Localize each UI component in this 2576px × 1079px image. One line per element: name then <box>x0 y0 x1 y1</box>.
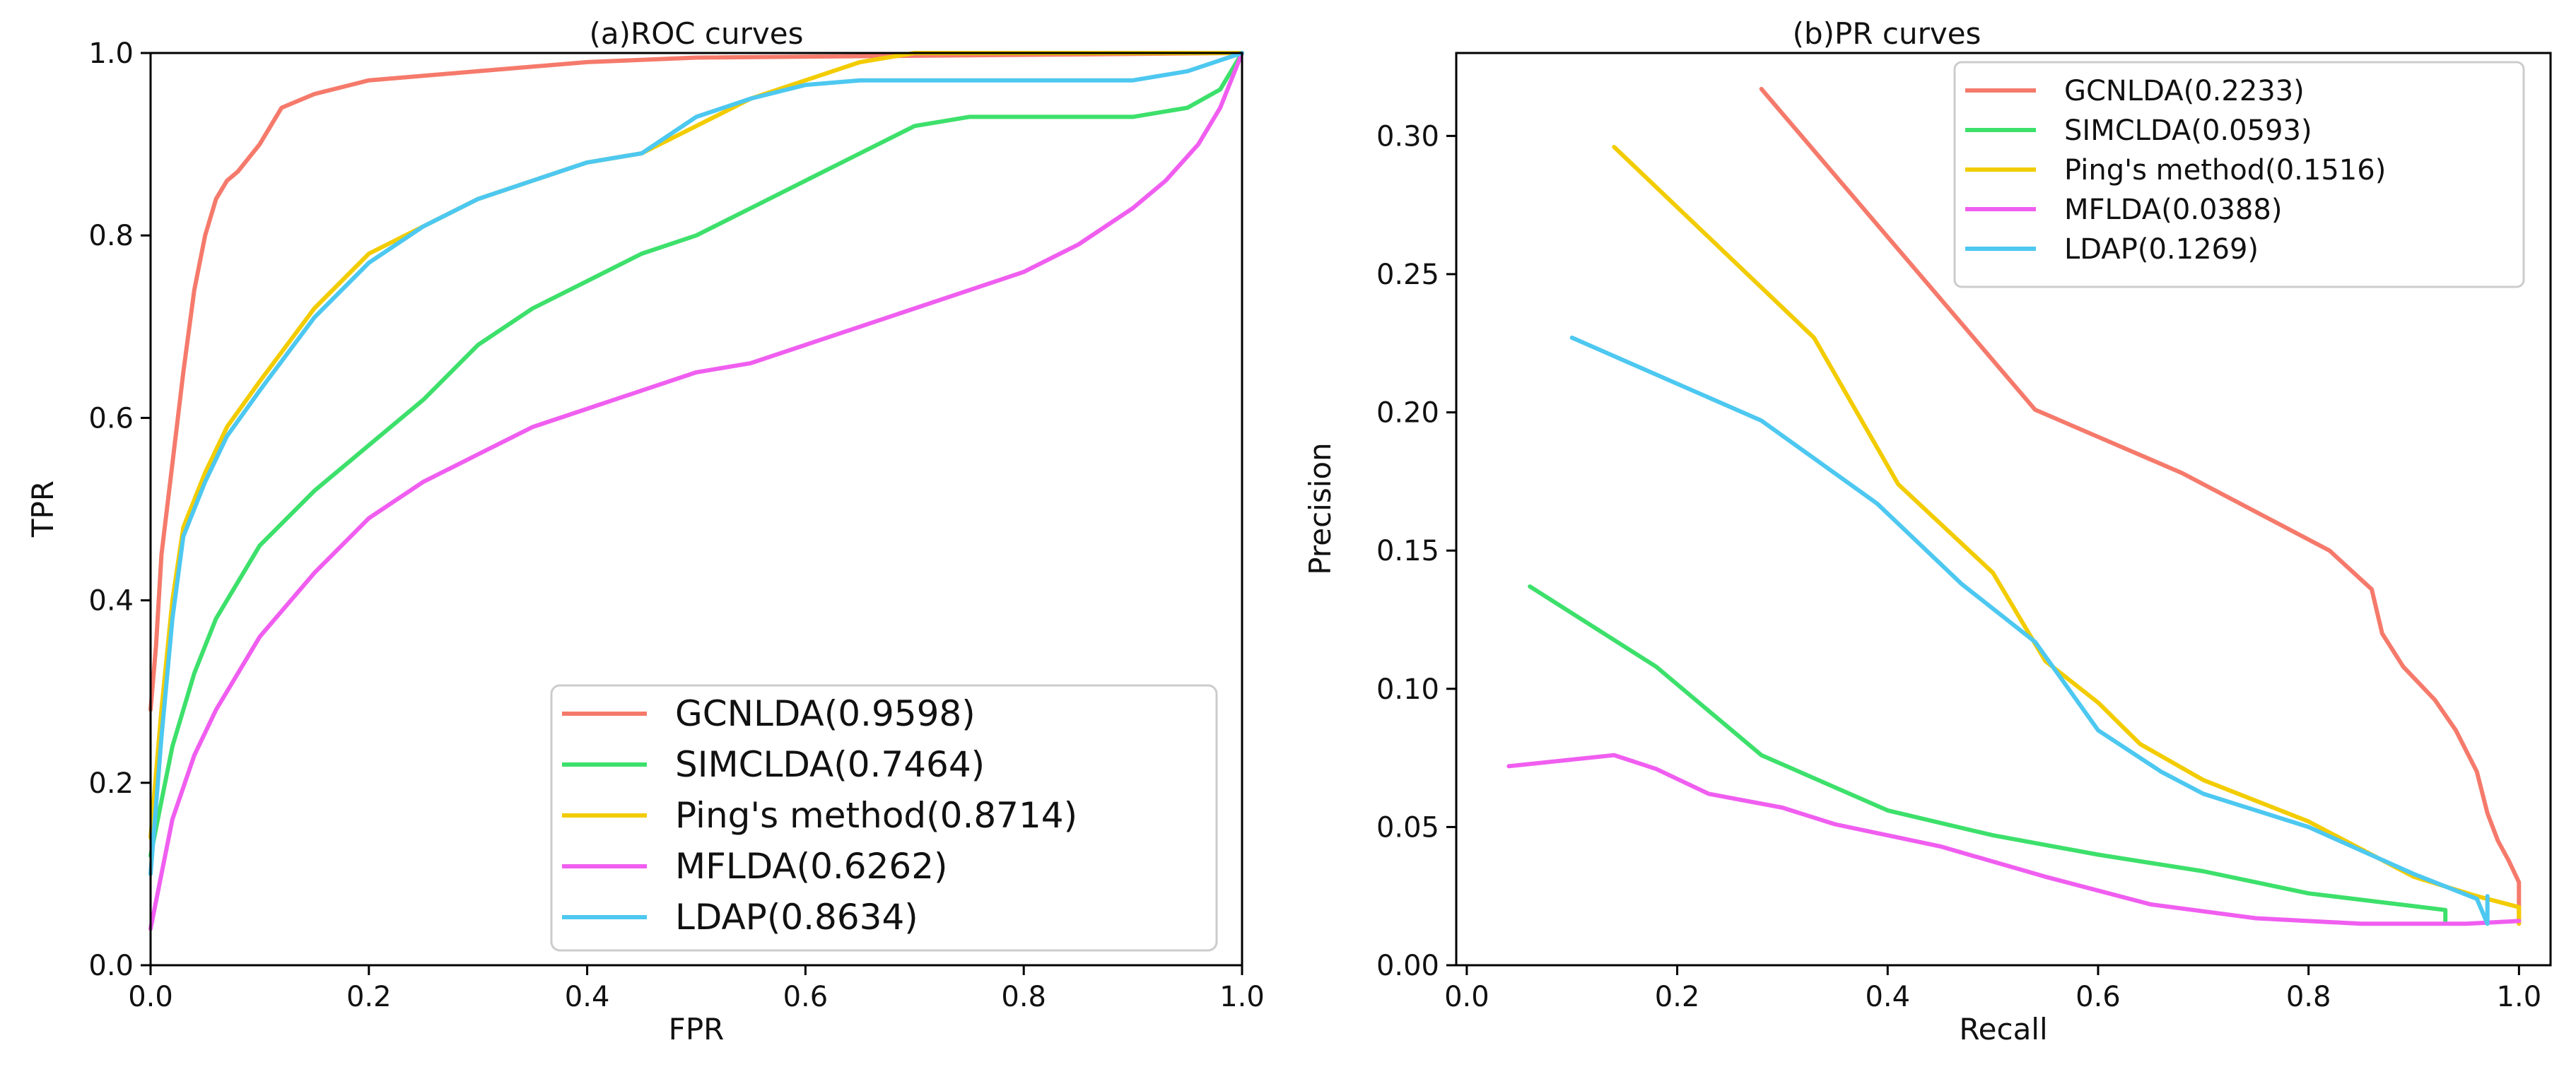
roc-curve-1 <box>148 51 1244 859</box>
roc-legend-label-0: GCNLDA(0.9598) <box>675 693 976 734</box>
pr-legend-label-0: GCNLDA(0.2233) <box>2064 75 2305 107</box>
roc-curve-0 <box>148 51 1244 712</box>
pr-title: (b)PR curves <box>1793 16 1981 51</box>
pr-curve-3 <box>1506 753 2522 926</box>
roc-series-group <box>148 51 1244 931</box>
pr-x-ticks: 0.0 0.2 0.4 0.6 0.8 1.0 <box>1444 965 2541 1013</box>
pr-legend-label-2: Ping's method(0.1516) <box>2064 154 2386 187</box>
roc-x-axis-label: FPR <box>669 1012 725 1046</box>
pr-y-ticks: 0.00 0.05 0.10 0.15 0.20 0.25 0.30 <box>1376 120 1456 982</box>
pr-x-tick-label: 0.0 <box>1444 981 1489 1013</box>
roc-legend-box <box>550 684 1218 952</box>
roc-y-tick-label: 0.4 <box>88 585 134 618</box>
pr-curve-0 <box>1759 86 2522 926</box>
pr-legend-label-1: SIMCLDA(0.0593) <box>2064 114 2312 147</box>
roc-x-tick-label: 0.8 <box>1001 981 1046 1013</box>
pr-x-tick-label: 0.4 <box>1865 981 1910 1013</box>
pr-x-axis-label: Recall <box>1959 1012 2047 1046</box>
roc-legend: GCNLDA(0.9598) SIMCLDA(0.7464) Ping's meth… <box>550 684 1218 952</box>
roc-curve-3 <box>148 51 1244 931</box>
pr-legend: GCNLDA(0.2233) SIMCLDA(0.0593) Ping's meth… <box>1953 61 2525 288</box>
roc-title: (a)ROC curves <box>590 16 804 51</box>
roc-y-axis-label: TPR <box>25 480 60 538</box>
roc-y-ticks: 0.0 0.2 0.4 0.6 0.8 1.0 <box>88 37 151 982</box>
pr-y-tick-label: 0.05 <box>1376 811 1439 844</box>
roc-y-tick-label: 1.0 <box>88 37 134 70</box>
roc-x-tick-label: 0.0 <box>128 981 173 1013</box>
pr-y-tick-label: 0.20 <box>1376 397 1439 430</box>
pr-y-tick-label: 0.15 <box>1376 535 1439 567</box>
pr-y-axis-label: Precision <box>1303 442 1337 574</box>
pr-legend-box <box>1953 61 2525 288</box>
roc-y-tick-label: 0.6 <box>88 402 134 435</box>
pr-legend-label-4: LDAP(0.1269) <box>2064 233 2259 266</box>
pr-x-tick-label: 1.0 <box>2497 981 2542 1013</box>
pr-x-tick-label: 0.2 <box>1655 981 1700 1013</box>
roc-x-tick-label: 0.2 <box>346 981 392 1013</box>
roc-legend-label-2: Ping's method(0.8714) <box>675 795 1077 836</box>
roc-legend-label-1: SIMCLDA(0.7464) <box>675 744 985 785</box>
roc-legend-entries: GCNLDA(0.9598) SIMCLDA(0.7464) Ping's meth… <box>562 693 1077 938</box>
pr-plot-frame <box>1455 52 2552 967</box>
roc-legend-label-3: MFLDA(0.6262) <box>675 846 948 887</box>
pr-y-tick-label: 0.10 <box>1376 673 1439 706</box>
roc-y-tick-label: 0.0 <box>88 950 134 982</box>
pr-panel: (b)PR curves 0.0 0.2 0.4 0.6 0.8 1.0 0.00 0.05… <box>1303 16 2552 1046</box>
roc-x-tick-label: 1.0 <box>1219 981 1265 1013</box>
pr-series-group <box>1506 86 2522 926</box>
pr-legend-label-3: MFLDA(0.0388) <box>2064 194 2282 226</box>
pr-x-tick-label: 0.6 <box>2076 981 2121 1013</box>
roc-panel: (a)ROC curves 0.0 0.2 0.4 0.6 0.8 1.0 0.00.20… <box>25 16 1265 1046</box>
pr-curve-2 <box>1612 145 2522 926</box>
roc-legend-label-4: LDAP(0.8634) <box>675 897 918 938</box>
pr-legend-entries: GCNLDA(0.2233) SIMCLDA(0.0593) Ping's meth… <box>1965 75 2386 266</box>
roc-curve-4 <box>148 51 1244 876</box>
pr-curve-4 <box>1569 335 2490 926</box>
pr-y-tick-label: 0.00 <box>1376 950 1439 982</box>
roc-y-tick-label: 0.2 <box>88 767 134 800</box>
roc-plot-frame <box>149 52 1243 967</box>
pr-y-tick-label: 0.25 <box>1376 259 1439 291</box>
roc-y-tick-label: 0.8 <box>88 220 134 252</box>
pr-y-tick-label: 0.30 <box>1376 120 1439 153</box>
roc-x-tick-label: 0.6 <box>783 981 829 1013</box>
pr-curve-1 <box>1528 584 2448 924</box>
pr-x-tick-label: 0.8 <box>2286 981 2331 1013</box>
roc-x-ticks: 0.0 0.2 0.4 0.6 0.8 1.0 <box>128 965 1265 1013</box>
roc-x-tick-label: 0.4 <box>565 981 610 1013</box>
